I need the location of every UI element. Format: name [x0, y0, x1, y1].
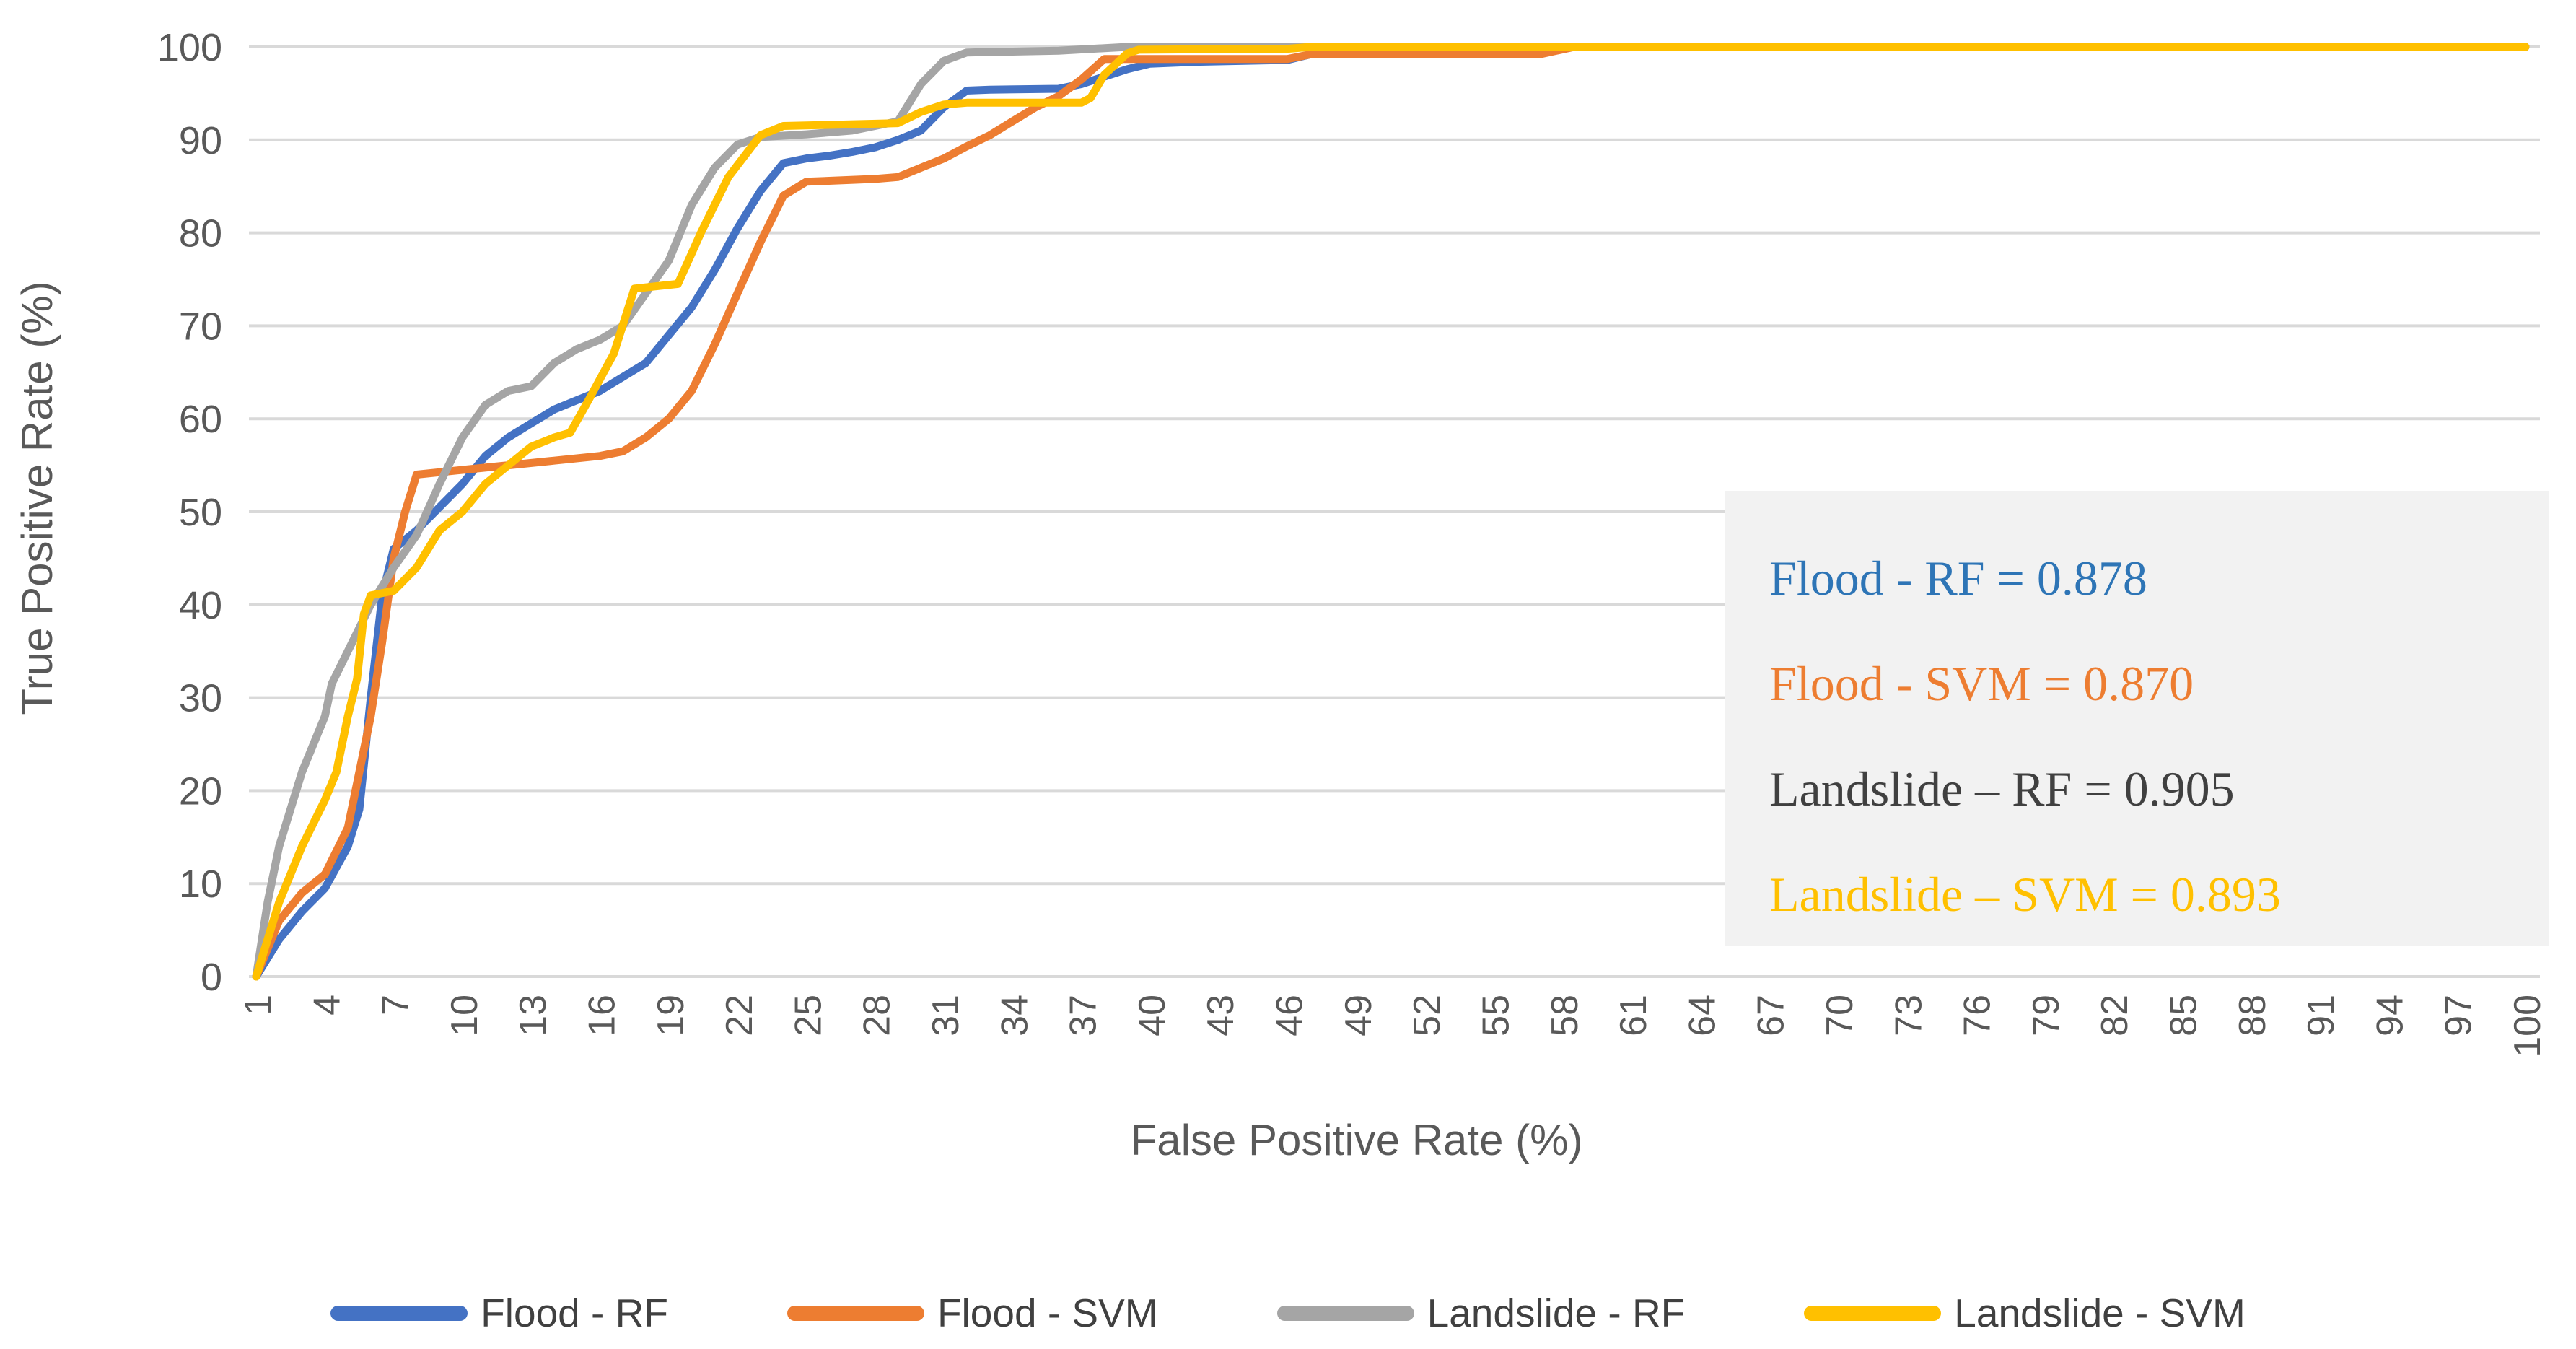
- legend-label-flood-rf: Flood - RF: [481, 1291, 668, 1335]
- legend-label-flood-svm: Flood - SVM: [937, 1291, 1158, 1335]
- y-tick-label-50: 50: [179, 491, 222, 534]
- legend-item-landslide-svm: Landslide - SVM: [1804, 1290, 2246, 1336]
- y-tick-label-90: 90: [179, 119, 222, 162]
- x-tick-label-25: 25: [787, 995, 829, 1036]
- auc-annotation-box: Flood - RF = 0.878 Flood - SVM = 0.870 L…: [1725, 491, 2549, 946]
- x-tick-label-31: 31: [925, 995, 967, 1036]
- x-tick-label-100: 100: [2507, 995, 2549, 1057]
- chart-legend: Flood - RF Flood - SVM Landslide - RF La…: [0, 1287, 2576, 1339]
- x-tick-label-1: 1: [237, 995, 279, 1016]
- x-tick-label-46: 46: [1269, 995, 1311, 1036]
- x-tick-label-22: 22: [719, 995, 761, 1036]
- x-tick-label-73: 73: [1888, 995, 1929, 1036]
- legend-swatch-flood-rf-icon: [330, 1305, 468, 1321]
- x-tick-label-85: 85: [2163, 995, 2204, 1036]
- y-tick-label-30: 30: [179, 677, 222, 720]
- x-tick-label-16: 16: [582, 995, 623, 1036]
- x-tick-label-70: 70: [1819, 995, 1861, 1036]
- x-tick-label-82: 82: [2094, 995, 2136, 1036]
- series-line-landslide-svm: [252, 43, 2530, 981]
- x-tick-label-55: 55: [1475, 995, 1517, 1036]
- legend-label-landslide-rf: Landslide - RF: [1427, 1291, 1686, 1335]
- x-tick-label-76: 76: [1957, 995, 1999, 1036]
- x-tick-label-13: 13: [512, 995, 554, 1036]
- x-tick-label-4: 4: [306, 995, 348, 1016]
- series-line-flood-svm: [252, 43, 2530, 981]
- y-tick-label-40: 40: [179, 584, 222, 627]
- x-tick-label-64: 64: [1681, 995, 1723, 1036]
- x-tick-label-58: 58: [1544, 995, 1586, 1036]
- y-tick-label-20: 20: [179, 769, 222, 813]
- auc-line-landslide-rf: Landslide – RF = 0.905: [1769, 761, 2235, 816]
- x-tick-label-79: 79: [2025, 995, 2067, 1036]
- x-tick-label-40: 40: [1131, 995, 1173, 1036]
- x-tick-label-34: 34: [994, 995, 1035, 1036]
- y-tick-label-100: 100: [157, 26, 222, 69]
- y-tick-label-70: 70: [179, 305, 222, 348]
- x-tick-label-19: 19: [650, 995, 692, 1036]
- auc-line-flood-rf: Flood - RF = 0.878: [1769, 551, 2147, 606]
- legend-swatch-landslide-svm-icon: [1804, 1305, 1942, 1321]
- x-tick-label-43: 43: [1200, 995, 1242, 1036]
- x-axis-title: False Positive Rate (%): [1130, 1116, 1583, 1164]
- y-tick-label-10: 10: [179, 863, 222, 906]
- x-tick-label-37: 37: [1063, 995, 1105, 1036]
- legend-swatch-landslide-rf-icon: [1276, 1305, 1414, 1321]
- auc-line-landslide-svm: Landslide – SVM = 0.893: [1769, 867, 2281, 922]
- legend-swatch-flood-svm-icon: [787, 1305, 924, 1321]
- x-tick-label-97: 97: [2438, 995, 2480, 1036]
- x-tick-label-28: 28: [857, 995, 898, 1036]
- x-tick-label-61: 61: [1613, 995, 1655, 1036]
- y-axis-title: True Positive Rate (%): [13, 281, 61, 715]
- legend-item-flood-svm: Flood - SVM: [787, 1290, 1158, 1336]
- x-tick-label-49: 49: [1338, 995, 1380, 1036]
- x-tick-label-52: 52: [1406, 995, 1448, 1036]
- x-tick-label-94: 94: [2369, 995, 2411, 1036]
- legend-label-landslide-svm: Landslide - SVM: [1954, 1291, 2246, 1335]
- auc-line-flood-svm: Flood - SVM = 0.870: [1769, 656, 2194, 711]
- series-line-landslide-rf: [252, 43, 2530, 981]
- legend-item-landslide-rf: Landslide - RF: [1276, 1290, 1686, 1336]
- x-tick-label-91: 91: [2300, 995, 2342, 1036]
- x-tick-label-67: 67: [1751, 995, 1792, 1036]
- y-tick-label-60: 60: [179, 398, 222, 441]
- x-tick-label-10: 10: [444, 995, 486, 1036]
- x-tick-label-88: 88: [2232, 995, 2274, 1036]
- y-tick-label-80: 80: [179, 212, 222, 256]
- legend-item-flood-rf: Flood - RF: [330, 1290, 668, 1336]
- y-tick-label-0: 0: [201, 956, 222, 999]
- x-tick-label-7: 7: [375, 995, 417, 1016]
